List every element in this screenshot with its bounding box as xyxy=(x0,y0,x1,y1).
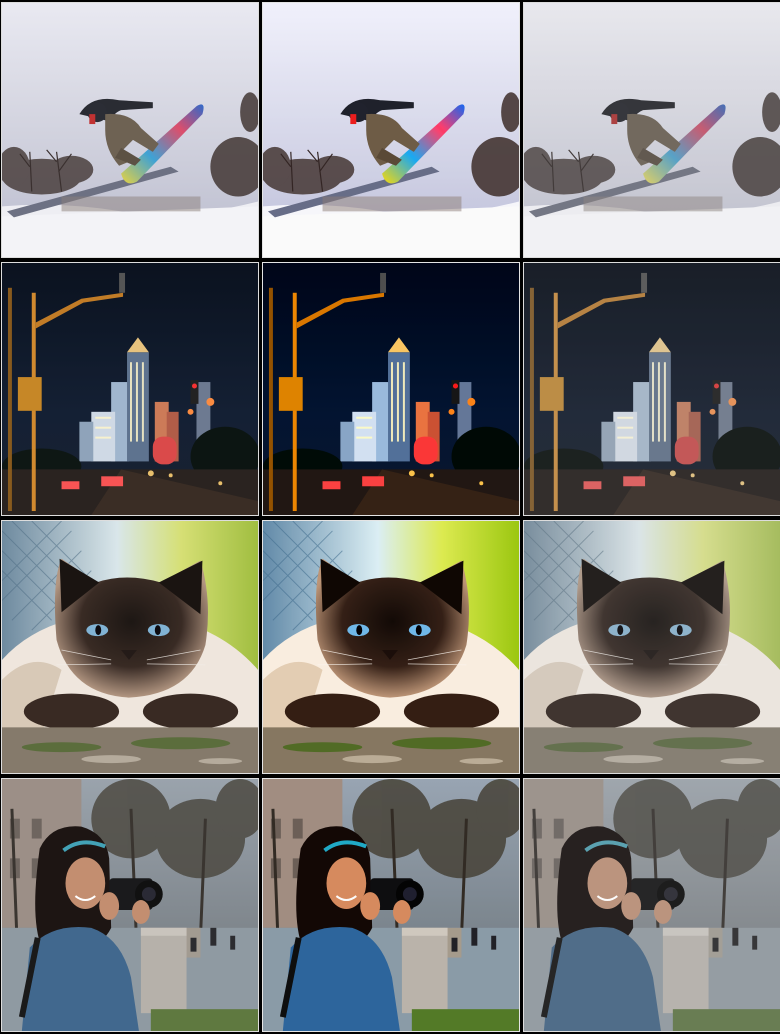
city-night-image-variant-2 xyxy=(262,262,520,516)
snowboarder-image-variant-1 xyxy=(1,2,259,258)
snowboarder-image-variant-2 xyxy=(262,2,520,258)
snowboarder-image-variant-3 xyxy=(523,2,780,258)
photographer-image-variant-3 xyxy=(523,778,780,1032)
cat-image-variant-3 xyxy=(523,520,780,774)
photographer-image-variant-2 xyxy=(262,778,520,1032)
city-night-image-variant-3 xyxy=(523,262,780,516)
city-night-image-variant-1 xyxy=(1,262,259,516)
cat-image-variant-1 xyxy=(1,520,259,774)
cat-image-variant-2 xyxy=(262,520,520,774)
photographer-image-variant-1 xyxy=(1,778,259,1032)
